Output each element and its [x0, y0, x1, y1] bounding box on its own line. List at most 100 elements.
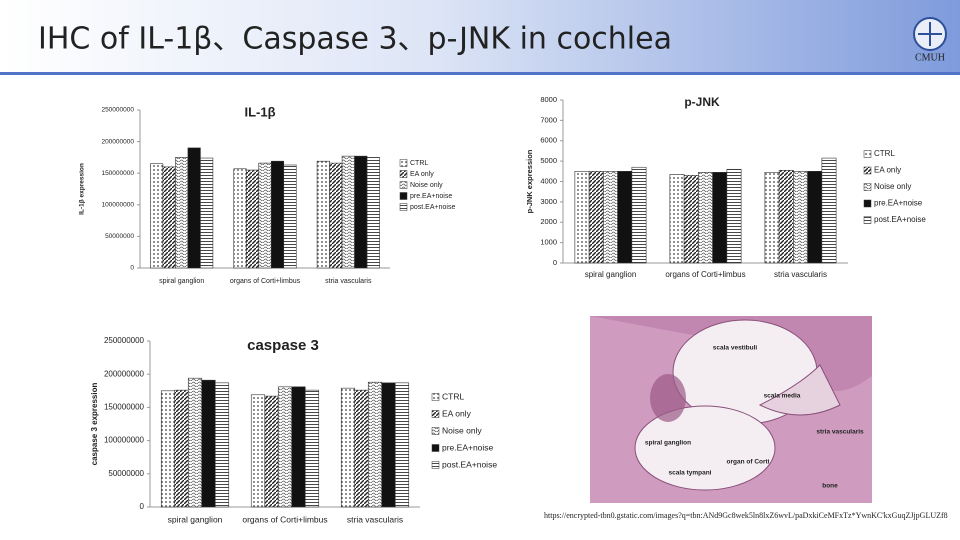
- legend-swatch: [863, 216, 872, 224]
- image-caption: https://encrypted-tbn0.gstatic.com/image…: [544, 511, 948, 520]
- y-tick-label: 250000000: [101, 107, 134, 114]
- legend-label: pre.EA+noise: [874, 199, 923, 208]
- y-axis-label: p-JNK expression: [525, 149, 534, 213]
- bar: [821, 157, 837, 264]
- x-tick-label: organs of Corti+limbus: [230, 278, 301, 285]
- x-tick-label: spiral ganglion: [159, 278, 204, 285]
- bar: [354, 155, 368, 269]
- bar: [381, 382, 396, 508]
- x-tick-label: stria vascularis: [774, 270, 827, 279]
- x-tick-label: spiral ganglion: [585, 270, 637, 279]
- legend-label: EA only: [874, 166, 901, 175]
- bar: [264, 395, 279, 508]
- histology-image: [590, 316, 872, 503]
- legend-swatch: [863, 166, 872, 175]
- bar: [304, 389, 320, 508]
- bar: [214, 382, 230, 508]
- x-tick-label: organs of Corti+limbus: [665, 270, 745, 279]
- y-tick-label: 0: [130, 265, 134, 272]
- legend-label: pre.EA+noise: [442, 442, 494, 452]
- bar: [341, 155, 355, 269]
- y-axis-label: IL-1β expression: [79, 163, 86, 215]
- x-tick-label: organs of Corti+limbus: [242, 514, 327, 524]
- y-tick-label: 4000: [540, 176, 557, 185]
- y-tick-label: 100000000: [101, 202, 134, 209]
- slide-title: IHC of IL-1β、Caspase 3、p-JNK in cochlea: [38, 22, 672, 57]
- legend-label: post.EA+noise: [442, 459, 497, 469]
- bar: [669, 174, 685, 264]
- bar: [200, 157, 214, 269]
- y-tick-label: 0: [553, 258, 557, 267]
- legend-swatch: [399, 203, 408, 211]
- bar: [258, 162, 272, 269]
- bar: [698, 172, 713, 264]
- legend-swatch: [431, 410, 440, 418]
- chart-title: p-JNK: [684, 95, 720, 109]
- image-label: bone: [822, 483, 838, 490]
- y-tick-label: 1000: [540, 238, 557, 247]
- legend-swatch: [863, 199, 872, 208]
- bar: [270, 160, 285, 269]
- bar: [778, 169, 794, 264]
- image-label: scala tympani: [669, 470, 712, 477]
- bar: [340, 387, 356, 508]
- legend-swatch: [399, 170, 408, 178]
- bar: [233, 168, 247, 269]
- bar: [354, 389, 369, 508]
- bar: [683, 175, 699, 264]
- bar: [367, 381, 383, 508]
- image-label: scala vestibuli: [713, 345, 758, 352]
- bar: [150, 163, 164, 269]
- image-label: organ of Corti: [727, 459, 770, 466]
- bar: [291, 386, 306, 508]
- legend-swatch: [431, 427, 440, 435]
- bar: [283, 164, 297, 269]
- x-tick-label: spiral ganglion: [168, 514, 223, 524]
- bar: [603, 171, 618, 264]
- legend-label: CTRL: [874, 149, 895, 158]
- image-tissue: [590, 316, 872, 391]
- legend-label: Noise only: [410, 182, 443, 189]
- bar: [174, 389, 189, 508]
- legend-label: Noise only: [874, 182, 911, 191]
- legend-swatch: [431, 461, 440, 469]
- bar: [631, 166, 647, 264]
- legend-label: pre.EA+noise: [410, 193, 452, 200]
- y-tick-label: 3000: [540, 197, 557, 206]
- y-tick-label: 200000000: [101, 138, 134, 145]
- y-tick-label: 100000000: [104, 436, 145, 445]
- image-ganglion: [650, 374, 686, 422]
- y-tick-label: 150000000: [101, 170, 134, 177]
- chart-title: caspase 3: [247, 337, 319, 354]
- bar: [187, 147, 201, 269]
- bar: [617, 171, 633, 264]
- bar: [764, 172, 780, 264]
- legend-label: CTRL: [442, 391, 464, 401]
- bar: [807, 171, 823, 264]
- legend-swatch: [863, 150, 872, 158]
- image-label: spiral ganglion: [645, 440, 691, 447]
- bar: [187, 377, 203, 508]
- image-label: scala media: [764, 393, 801, 400]
- y-tick-label: 250000000: [104, 336, 145, 345]
- y-tick-label: 0: [140, 502, 145, 511]
- bar: [277, 386, 293, 508]
- legend-label: post.EA+noise: [874, 215, 926, 224]
- y-tick-label: 5000: [540, 156, 557, 165]
- bar: [162, 166, 176, 269]
- y-tick-label: 50000000: [105, 233, 134, 240]
- x-tick-label: stria vascularis: [325, 278, 372, 285]
- image-cavity: [634, 405, 776, 491]
- legend-label: EA only: [410, 171, 434, 178]
- y-axis-label: caspase 3 expression: [90, 383, 99, 466]
- bar: [316, 160, 330, 269]
- y-tick-label: 50000000: [108, 469, 144, 478]
- y-tick-label: 8000: [540, 95, 557, 104]
- bar: [366, 157, 380, 269]
- y-tick-label: 6000: [540, 136, 557, 145]
- legend-label: post.EA+noise: [410, 204, 455, 211]
- y-tick-label: 150000000: [104, 403, 145, 412]
- legend-label: Noise only: [442, 425, 482, 435]
- legend-swatch: [399, 159, 408, 167]
